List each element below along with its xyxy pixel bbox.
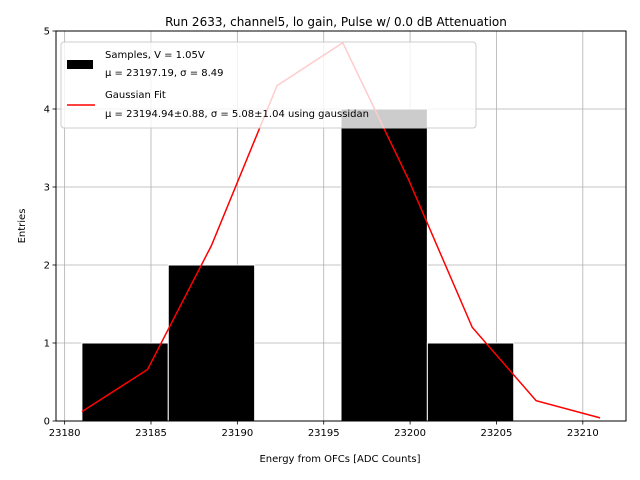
y-tick-label: 3 [44,183,50,194]
legend: Samples, V = 1.05V μ = 23197.19, σ = 8.4… [60,41,477,129]
x-axis-label: Energy from OFCs [ADC Counts] [259,454,420,465]
y-tick-label: 0 [44,417,50,428]
y-axis-ticks: 0 1 2 3 4 5 [44,27,56,428]
x-tick-label: 23200 [394,428,426,439]
x-tick-label: 23190 [221,428,253,439]
x-axis-ticks: 23180 23185 23190 23195 23200 23205 23210 [49,421,599,439]
legend-box [60,41,477,129]
x-tick-label: 23185 [135,428,167,439]
histogram-bars [81,108,515,422]
legend-fit-stats: μ = 23194.94±0.88, σ = 5.08±1.04 using g… [105,109,369,120]
x-tick-label: 23180 [49,428,81,439]
histogram-bar [167,264,256,422]
x-tick-label: 23205 [481,428,513,439]
plot-frame [55,30,627,422]
y-tick-label: 2 [44,261,50,272]
legend-fit-label: Gaussian Fit [105,90,166,101]
legend-samples-stats: μ = 23197.19, σ = 8.49 [105,68,224,79]
chart-title: Run 2633, channel5, lo gain, Pulse w/ 0.… [165,15,507,29]
histogram-bar [426,342,515,422]
legend-swatch-samples [67,60,93,69]
y-tick-label: 4 [44,105,50,116]
y-tick-label: 5 [44,27,50,38]
x-tick-label: 23195 [308,428,340,439]
x-tick-label: 23210 [567,428,599,439]
histogram-bar [340,108,428,422]
y-tick-label: 1 [44,339,50,350]
y-axis-label: Entries [17,209,28,244]
legend-samples-label: Samples, V = 1.05V [105,50,205,61]
